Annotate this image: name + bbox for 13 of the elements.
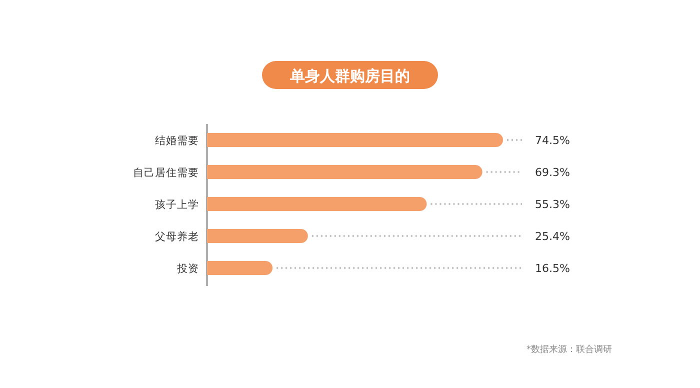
y-tick-label: 投资 <box>176 263 199 275</box>
y-tick-label: 自己居住需要 <box>133 167 199 179</box>
y-tick-label: 孩子上学 <box>155 198 199 211</box>
data-label: 25.4% <box>535 230 570 243</box>
data-label: 55.3% <box>535 198 570 211</box>
text: *数据来源：联合调研 <box>526 344 612 355</box>
chart-title: 单身人群购房目的 <box>289 67 410 85</box>
y-tick-label: 结婚需要 <box>155 134 199 147</box>
data-label: 74.5% <box>535 134 570 147</box>
data-label: 69.3% <box>535 166 570 179</box>
data-label: 16.5% <box>535 262 570 275</box>
y-tick-label: 父母养老 <box>155 230 199 243</box>
title: 单身人群购房目的 <box>262 61 438 89</box>
